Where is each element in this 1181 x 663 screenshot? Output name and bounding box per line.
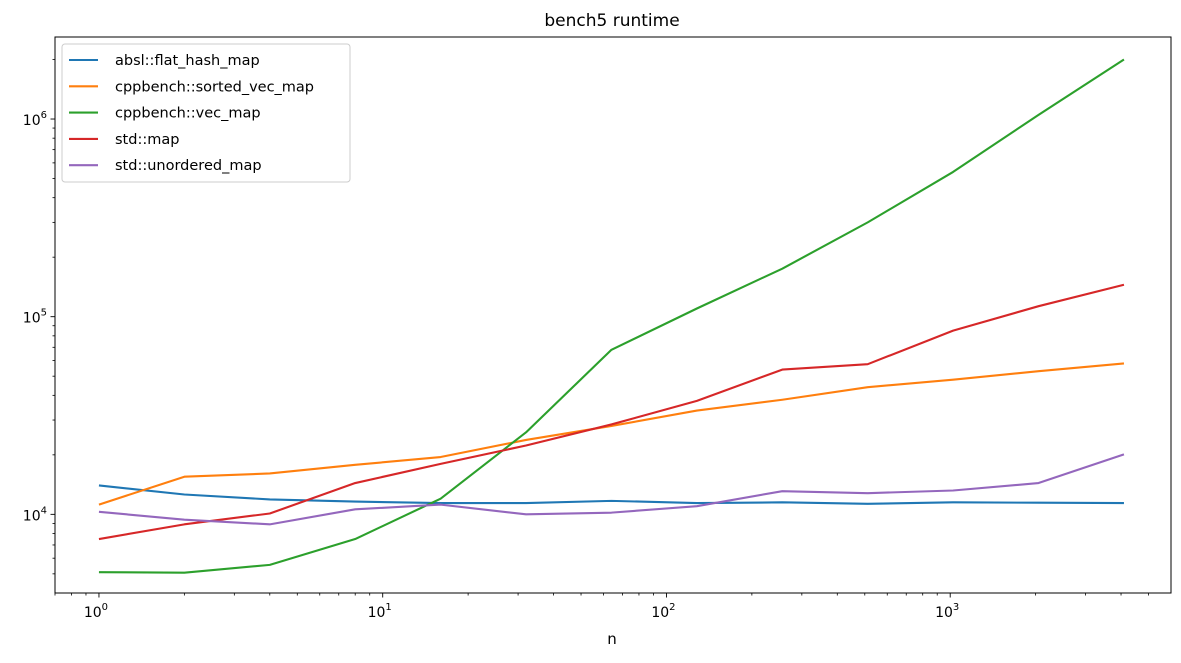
x-tick-exponent: 3	[953, 602, 959, 613]
y-tick-exponent: 4	[41, 505, 47, 516]
y-tick-exponent: 6	[41, 110, 47, 121]
series-line-3	[98, 58, 1125, 574]
series-line-5	[98, 453, 1125, 526]
series-line-2	[98, 362, 1125, 506]
y-tick-exponent: 5	[41, 308, 47, 319]
series-line-4	[98, 283, 1125, 541]
legend-label: std::map	[115, 132, 179, 148]
legend-box	[61, 43, 351, 183]
chart-title: bench5 runtime	[544, 11, 679, 31]
legend-label: cppbench::sorted_vec_map	[115, 79, 314, 95]
x-axis-label: n	[607, 630, 617, 648]
series-line-1	[98, 484, 1124, 505]
plot-frame	[54, 36, 1172, 594]
legend-label: std::unordered_map	[115, 158, 262, 174]
legend-label: cppbench::vec_map	[115, 106, 261, 122]
legend-label: absl::flat_hash_map	[115, 53, 260, 69]
x-tick-exponent: 2	[669, 602, 675, 613]
x-tick-exponent: 0	[102, 602, 108, 613]
x-tick-exponent: 1	[385, 602, 391, 613]
